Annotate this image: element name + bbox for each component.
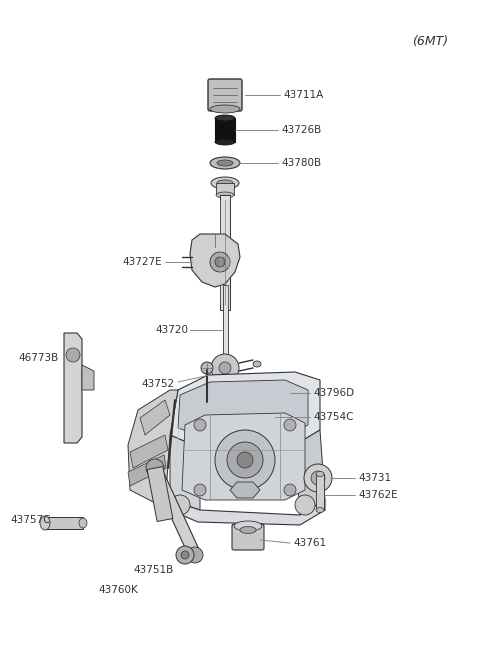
Text: 43727E: 43727E (122, 257, 162, 267)
Polygon shape (128, 390, 178, 508)
Bar (215, 118, 235, 142)
Ellipse shape (215, 115, 235, 121)
Text: 43752: 43752 (142, 379, 175, 389)
Text: 43760K: 43760K (98, 585, 138, 595)
Ellipse shape (234, 521, 262, 531)
Ellipse shape (244, 386, 266, 400)
Circle shape (170, 495, 190, 515)
Circle shape (66, 348, 80, 362)
Circle shape (176, 546, 194, 564)
Polygon shape (64, 333, 82, 443)
Polygon shape (150, 466, 201, 557)
Text: 43711A: 43711A (283, 90, 323, 100)
Circle shape (237, 452, 253, 468)
Circle shape (304, 464, 332, 492)
Ellipse shape (215, 139, 235, 145)
Text: 43757C: 43757C (10, 515, 50, 525)
FancyBboxPatch shape (208, 79, 242, 111)
Circle shape (181, 551, 189, 559)
Text: 43796D: 43796D (313, 388, 354, 398)
Text: 43761: 43761 (293, 538, 326, 548)
Circle shape (211, 354, 239, 382)
Bar (216, 183, 234, 195)
Ellipse shape (217, 180, 233, 186)
Bar (223, 285, 228, 358)
Text: 43751B: 43751B (133, 565, 173, 575)
Text: 43754C: 43754C (313, 412, 353, 422)
Circle shape (215, 257, 225, 267)
Text: 43726B: 43726B (281, 125, 321, 135)
FancyBboxPatch shape (232, 524, 264, 550)
Text: (6MT): (6MT) (412, 35, 448, 48)
Circle shape (219, 362, 231, 374)
Circle shape (311, 471, 325, 485)
Polygon shape (165, 500, 325, 525)
Polygon shape (147, 466, 173, 521)
Text: 43762E: 43762E (358, 490, 397, 500)
Ellipse shape (79, 518, 87, 528)
Circle shape (210, 252, 230, 272)
Ellipse shape (211, 177, 239, 189)
Circle shape (187, 547, 203, 563)
Polygon shape (170, 435, 200, 510)
Ellipse shape (217, 160, 233, 166)
Ellipse shape (236, 410, 274, 426)
Circle shape (284, 484, 296, 496)
Ellipse shape (210, 105, 240, 113)
Ellipse shape (253, 361, 261, 367)
Polygon shape (217, 381, 293, 403)
Text: 43731: 43731 (358, 473, 391, 483)
Circle shape (295, 495, 315, 515)
Circle shape (201, 362, 213, 374)
Ellipse shape (316, 508, 324, 512)
Ellipse shape (40, 516, 50, 530)
Ellipse shape (249, 389, 261, 397)
Ellipse shape (244, 413, 266, 422)
Polygon shape (130, 435, 168, 468)
Circle shape (146, 459, 164, 477)
Polygon shape (170, 372, 320, 448)
Circle shape (224, 386, 234, 396)
Circle shape (194, 484, 206, 496)
Circle shape (276, 386, 286, 396)
Polygon shape (230, 482, 260, 498)
Circle shape (194, 419, 206, 431)
Polygon shape (178, 380, 308, 438)
Circle shape (284, 419, 296, 431)
Circle shape (227, 442, 263, 478)
Polygon shape (140, 400, 170, 435)
Bar (316, 474, 324, 510)
Polygon shape (128, 455, 166, 486)
Text: 43780B: 43780B (281, 158, 321, 168)
Ellipse shape (316, 472, 324, 476)
Text: 43720: 43720 (155, 325, 188, 335)
Bar (45, 517, 83, 529)
Polygon shape (182, 413, 305, 500)
Bar (220, 195, 230, 310)
Circle shape (215, 430, 275, 490)
Polygon shape (190, 234, 240, 287)
Ellipse shape (210, 157, 240, 169)
Ellipse shape (216, 192, 234, 198)
Text: 46773B: 46773B (18, 353, 58, 363)
Polygon shape (295, 430, 325, 515)
Polygon shape (82, 365, 94, 390)
Ellipse shape (240, 527, 256, 534)
